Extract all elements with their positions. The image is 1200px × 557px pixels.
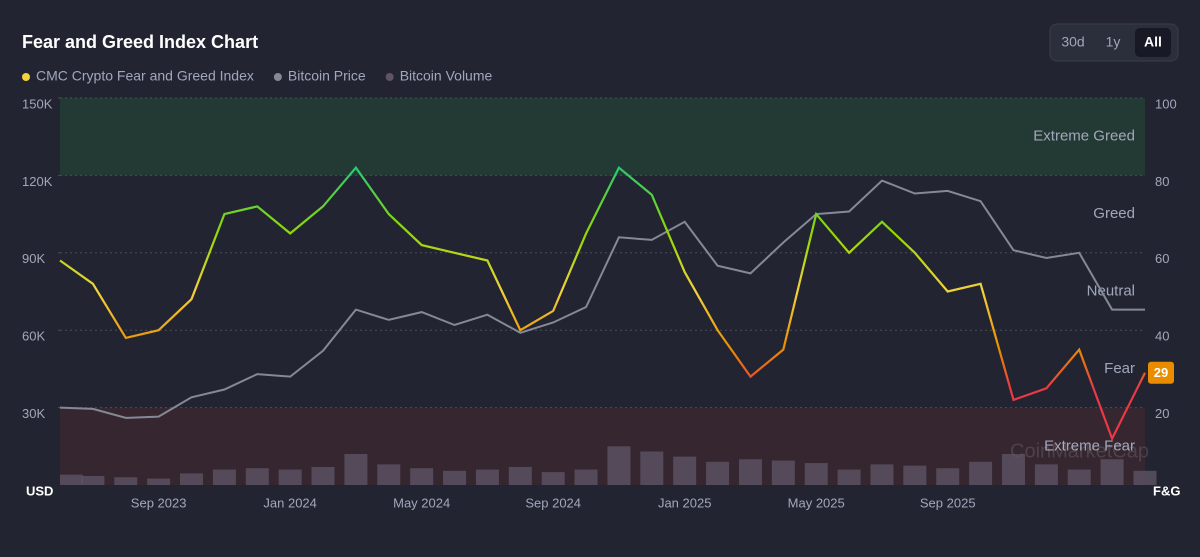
legend-dot: [385, 73, 394, 81]
volume-bar: [81, 475, 105, 485]
volume-bar: [706, 461, 730, 485]
volume-bar: [410, 468, 434, 485]
range-button[interactable]: 1y: [1106, 34, 1121, 50]
volume-bar: [180, 473, 204, 485]
volume-bar: [541, 472, 565, 485]
volume-bar: [377, 464, 401, 485]
x-tick-label: Sep 2025: [920, 495, 976, 510]
zone-band: [60, 407, 1145, 485]
current-value-label: 29: [1154, 365, 1168, 380]
range-button[interactable]: 30d: [1061, 34, 1084, 50]
volume-bar: [1034, 464, 1058, 485]
y-tick-label: 150K: [22, 96, 53, 111]
active-button-bg: [1135, 28, 1171, 57]
volume-bar: [969, 461, 993, 485]
volume-bar: [574, 469, 598, 485]
volume-bar: [212, 469, 236, 485]
x-tick-label: Sep 2023: [131, 495, 187, 510]
volume-bar: [870, 464, 894, 485]
zone-band: [60, 98, 1145, 176]
zone-label: Extreme Fear: [1044, 437, 1135, 454]
volume-bar: [147, 478, 171, 485]
volume-bar: [738, 459, 762, 485]
zone-label: Fear: [1104, 360, 1135, 377]
volume-bar: [344, 454, 368, 485]
x-tick-label: Sep 2024: [525, 495, 581, 510]
watermark: CoinMarketCap: [1010, 440, 1149, 462]
volume-bar: [60, 474, 84, 485]
y2-tick-label: 40: [1155, 329, 1169, 344]
volume-bar: [771, 460, 795, 485]
legend-label: Bitcoin Volume: [400, 68, 493, 84]
legend-dot: [273, 73, 282, 81]
volume-bar: [607, 446, 631, 485]
legend-label: CMC Crypto Fear and Greed Index: [36, 68, 254, 84]
volume-bar: [640, 451, 664, 485]
x-tick-label: Jan 2024: [263, 495, 317, 510]
price-line: [59, 179, 1145, 419]
y-tick-label: 60K: [22, 329, 45, 344]
x-tick-label: May 2025: [788, 495, 845, 510]
volume-bar: [1133, 470, 1157, 485]
button-label[interactable]: 30d: [1061, 34, 1084, 50]
volume-bar: [1100, 459, 1124, 485]
volume-bar: [475, 469, 499, 485]
y2-tick-label: 100: [1155, 96, 1177, 111]
fear-greed-line: [59, 165, 1146, 442]
volume-bar: [1001, 454, 1025, 485]
volume-bar: [114, 477, 138, 485]
x-tick-label: May 2024: [393, 495, 450, 510]
zone-label: Extreme Greed: [1033, 128, 1135, 145]
volume-bar: [508, 466, 532, 485]
volume-bar: [245, 468, 269, 485]
volume-bar: [837, 469, 861, 485]
button-label[interactable]: All: [1144, 34, 1162, 50]
x-tick-label: Jan 2025: [658, 495, 712, 510]
chart-title: Fear and Greed Index Chart: [22, 32, 258, 52]
zone-label: Greed: [1093, 205, 1135, 222]
volume-bar: [804, 463, 828, 485]
volume-bar: [673, 456, 697, 485]
volume-bar: [443, 470, 467, 485]
range-button[interactable]: All: [1135, 28, 1171, 57]
y2-tick-label: 60: [1155, 251, 1169, 266]
legend-label: Bitcoin Price: [288, 68, 366, 84]
legend-dot: [22, 73, 30, 81]
volume-bar: [311, 466, 335, 485]
volume-bar: [936, 468, 960, 485]
y-tick-label: 90K: [22, 251, 45, 266]
current-value-badge: [1148, 361, 1174, 384]
y-tick-label: 30K: [22, 406, 45, 421]
y-tick-label: 120K: [22, 174, 53, 189]
y-axis-label: USD: [26, 483, 53, 498]
button-label[interactable]: 1y: [1106, 34, 1121, 50]
volume-bar: [278, 469, 302, 485]
zone-label: Neutral: [1087, 282, 1135, 299]
y2-axis-label: F&G: [1153, 483, 1180, 498]
y2-tick-label: 20: [1155, 406, 1169, 421]
y2-tick-label: 80: [1155, 174, 1169, 189]
volume-bar: [903, 465, 927, 485]
volume-bar: [1067, 469, 1091, 485]
